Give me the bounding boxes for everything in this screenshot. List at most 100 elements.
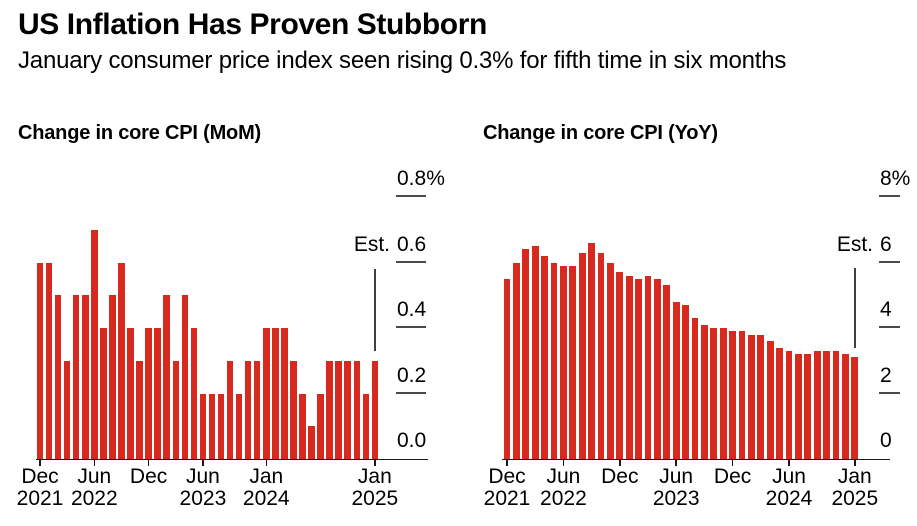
bar bbox=[569, 265, 577, 459]
x-axis-label-year: 2021 bbox=[16, 486, 64, 510]
bar bbox=[682, 305, 689, 459]
bar bbox=[654, 278, 661, 459]
bar bbox=[181, 295, 189, 459]
bar bbox=[118, 262, 125, 459]
bar bbox=[226, 360, 234, 459]
x-axis-label-year: 2023 bbox=[652, 486, 700, 510]
x-axis-label: Jun 2022 bbox=[59, 466, 129, 509]
bar bbox=[578, 252, 586, 459]
bar bbox=[635, 278, 642, 459]
bar bbox=[263, 328, 270, 459]
bar bbox=[710, 328, 718, 459]
bar bbox=[163, 295, 170, 459]
x-axis-tick bbox=[39, 460, 41, 467]
bar bbox=[776, 347, 783, 459]
y-axis-tick bbox=[879, 326, 900, 329]
x-axis-tick bbox=[562, 460, 565, 467]
bar bbox=[616, 272, 624, 459]
bar bbox=[813, 350, 821, 459]
bar bbox=[766, 341, 774, 459]
y-axis-tick bbox=[396, 260, 426, 263]
y-axis-label: 6 bbox=[880, 232, 892, 256]
bar bbox=[672, 301, 680, 459]
x-axis-line bbox=[36, 459, 428, 461]
y-axis-label: 8% bbox=[880, 167, 911, 190]
bar bbox=[217, 393, 225, 459]
bar bbox=[253, 360, 261, 459]
bar bbox=[281, 328, 288, 459]
y-axis-label: 0 bbox=[880, 429, 892, 452]
y-axis-tick bbox=[396, 195, 426, 198]
x-axis-label: Dec 2021 bbox=[5, 466, 75, 509]
bar bbox=[644, 275, 652, 459]
x-axis-label: Jun 2024 bbox=[754, 466, 824, 509]
x-axis-label-month: Dec bbox=[129, 465, 168, 488]
y-axis-label: 4 bbox=[880, 298, 892, 321]
bar bbox=[625, 275, 633, 459]
bar bbox=[326, 360, 333, 459]
bar bbox=[663, 285, 671, 459]
y-axis-label: 0.4 bbox=[397, 298, 427, 321]
x-axis-label-year: 2021 bbox=[483, 486, 531, 510]
bar bbox=[757, 334, 765, 459]
y-axis-tick bbox=[396, 391, 426, 394]
bar bbox=[503, 278, 511, 459]
bar bbox=[154, 328, 161, 459]
bar bbox=[804, 354, 812, 459]
x-axis-tick bbox=[619, 460, 621, 467]
x-axis-tick bbox=[506, 460, 508, 467]
x-axis-tick bbox=[93, 460, 96, 467]
est-label: Est. bbox=[353, 232, 390, 256]
y-axis-label: 0.6 bbox=[397, 232, 427, 256]
bar bbox=[63, 360, 71, 459]
y-axis-tick bbox=[879, 195, 900, 198]
x-axis-tick bbox=[202, 460, 204, 467]
bar bbox=[91, 229, 98, 459]
bar bbox=[235, 393, 243, 459]
bar bbox=[362, 393, 370, 459]
bar bbox=[531, 246, 539, 459]
x-axis-tick bbox=[374, 460, 376, 467]
bar bbox=[335, 360, 342, 459]
bar bbox=[842, 354, 849, 459]
bar bbox=[308, 426, 315, 459]
x-axis-tick bbox=[675, 460, 677, 467]
x-axis-label-month: Jun bbox=[659, 465, 694, 488]
x-axis-label: Dec bbox=[698, 466, 768, 488]
y-axis-tick bbox=[879, 391, 900, 394]
bar bbox=[832, 350, 840, 459]
x-axis-label: Jan 2025 bbox=[340, 466, 410, 509]
bar bbox=[353, 360, 360, 459]
bar bbox=[208, 393, 216, 459]
y-axis-label: 0.0 bbox=[397, 429, 427, 452]
x-axis-label: Dec 2021 bbox=[472, 466, 542, 509]
x-axis-label-month: Jan bbox=[357, 465, 392, 488]
x-axis-line bbox=[502, 459, 890, 461]
x-axis-label-year: 2023 bbox=[179, 486, 227, 510]
x-axis-tick bbox=[731, 460, 734, 467]
x-axis-label-month: Dec bbox=[21, 465, 59, 488]
bar bbox=[82, 295, 89, 459]
page-subtitle: January consumer price index seen rising… bbox=[18, 47, 787, 74]
x-axis-label-month: Dec bbox=[601, 465, 639, 488]
bar bbox=[54, 295, 62, 459]
y-axis-label: 2 bbox=[880, 363, 892, 387]
x-axis-label-year: 2022 bbox=[540, 486, 587, 510]
bar bbox=[748, 334, 755, 459]
y-axis-label: 0.2 bbox=[397, 363, 427, 387]
x-axis-label-year: 2024 bbox=[242, 486, 290, 510]
bar bbox=[127, 328, 134, 459]
right-panel-title: Change in core CPI (YoY) bbox=[483, 122, 718, 144]
est-line bbox=[854, 268, 856, 348]
x-axis-label: Jun 2022 bbox=[528, 466, 598, 509]
bar bbox=[560, 265, 567, 459]
bar bbox=[785, 350, 793, 459]
bar bbox=[136, 360, 143, 459]
bar bbox=[290, 360, 297, 459]
x-axis-tick bbox=[788, 460, 790, 467]
bar bbox=[795, 354, 802, 459]
x-axis-label-month: Jan bbox=[837, 465, 872, 488]
bar bbox=[522, 249, 530, 459]
x-axis-label: Jan 2024 bbox=[231, 466, 301, 509]
